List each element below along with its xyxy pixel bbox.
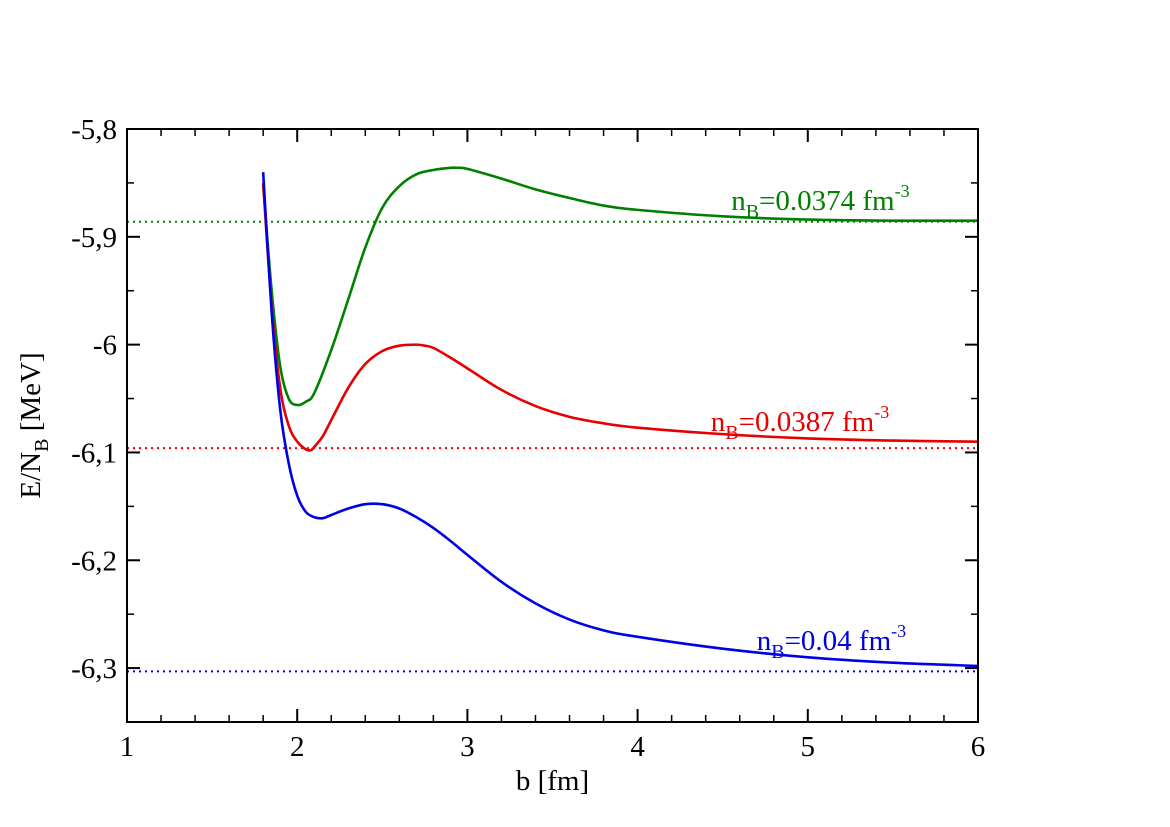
y-tick-label: -6,3 bbox=[71, 653, 117, 685]
x-tick-label: 2 bbox=[290, 731, 305, 763]
series-label-value: =0.0374 fm bbox=[759, 185, 895, 217]
x-tick-label: 6 bbox=[971, 731, 986, 763]
series-label-2: nB=0.04 fm-3 bbox=[757, 621, 906, 663]
x-tick-label: 1 bbox=[120, 731, 135, 763]
y-axis-label-main: E/N bbox=[15, 452, 47, 499]
series-label-subscript: B bbox=[746, 201, 759, 223]
y-tick-label: -6,2 bbox=[71, 545, 117, 577]
series-label-value: =0.0387 fm bbox=[739, 406, 875, 438]
series-line-1 bbox=[261, 182, 979, 452]
series-label-superscript: -3 bbox=[895, 181, 910, 201]
x-tick-label: 4 bbox=[630, 731, 645, 763]
series-label-0: nB=0.0374 fm-3 bbox=[731, 181, 909, 223]
series-line-2 bbox=[261, 172, 979, 668]
y-axis-label-unit: [MeV] bbox=[15, 352, 47, 438]
series-label-subscript: B bbox=[771, 641, 784, 663]
series-label-superscript: -3 bbox=[874, 402, 889, 422]
y-tick-label: -5,9 bbox=[71, 222, 117, 254]
plot-frame bbox=[126, 128, 979, 723]
series-annotations: nB=0.0374 fm-3nB=0.0387 fm-3nB=0.04 fm-3 bbox=[711, 181, 910, 663]
series-line-0 bbox=[261, 166, 979, 407]
series-label-value: =0.04 fm bbox=[785, 625, 892, 657]
series-label-1: nB=0.0387 fm-3 bbox=[711, 402, 889, 444]
series-label-main: n bbox=[711, 406, 726, 438]
series-label-main: n bbox=[757, 625, 772, 657]
series-label-subscript: B bbox=[725, 422, 738, 444]
tick-labels: 1 2 3 4 5 6 -5,8 -5,9 -6 -6,1 -6,2 -6,3 bbox=[71, 114, 985, 763]
y-tick-label: -6 bbox=[93, 330, 117, 362]
y-axis-label: E/NB [MeV] bbox=[15, 352, 53, 498]
y-axis-label-subscript: B bbox=[31, 439, 53, 452]
x-tick-label: 5 bbox=[801, 731, 816, 763]
data-curves bbox=[261, 166, 979, 668]
y-tick-label: -6,1 bbox=[71, 437, 117, 469]
series-label-superscript: -3 bbox=[891, 621, 906, 641]
x-tick-label: 3 bbox=[460, 731, 475, 763]
series-label-main: n bbox=[731, 185, 746, 217]
reference-lines bbox=[127, 220, 978, 673]
y-tick-label: -5,8 bbox=[71, 114, 117, 146]
x-axis-label: b [fm] bbox=[516, 765, 589, 797]
